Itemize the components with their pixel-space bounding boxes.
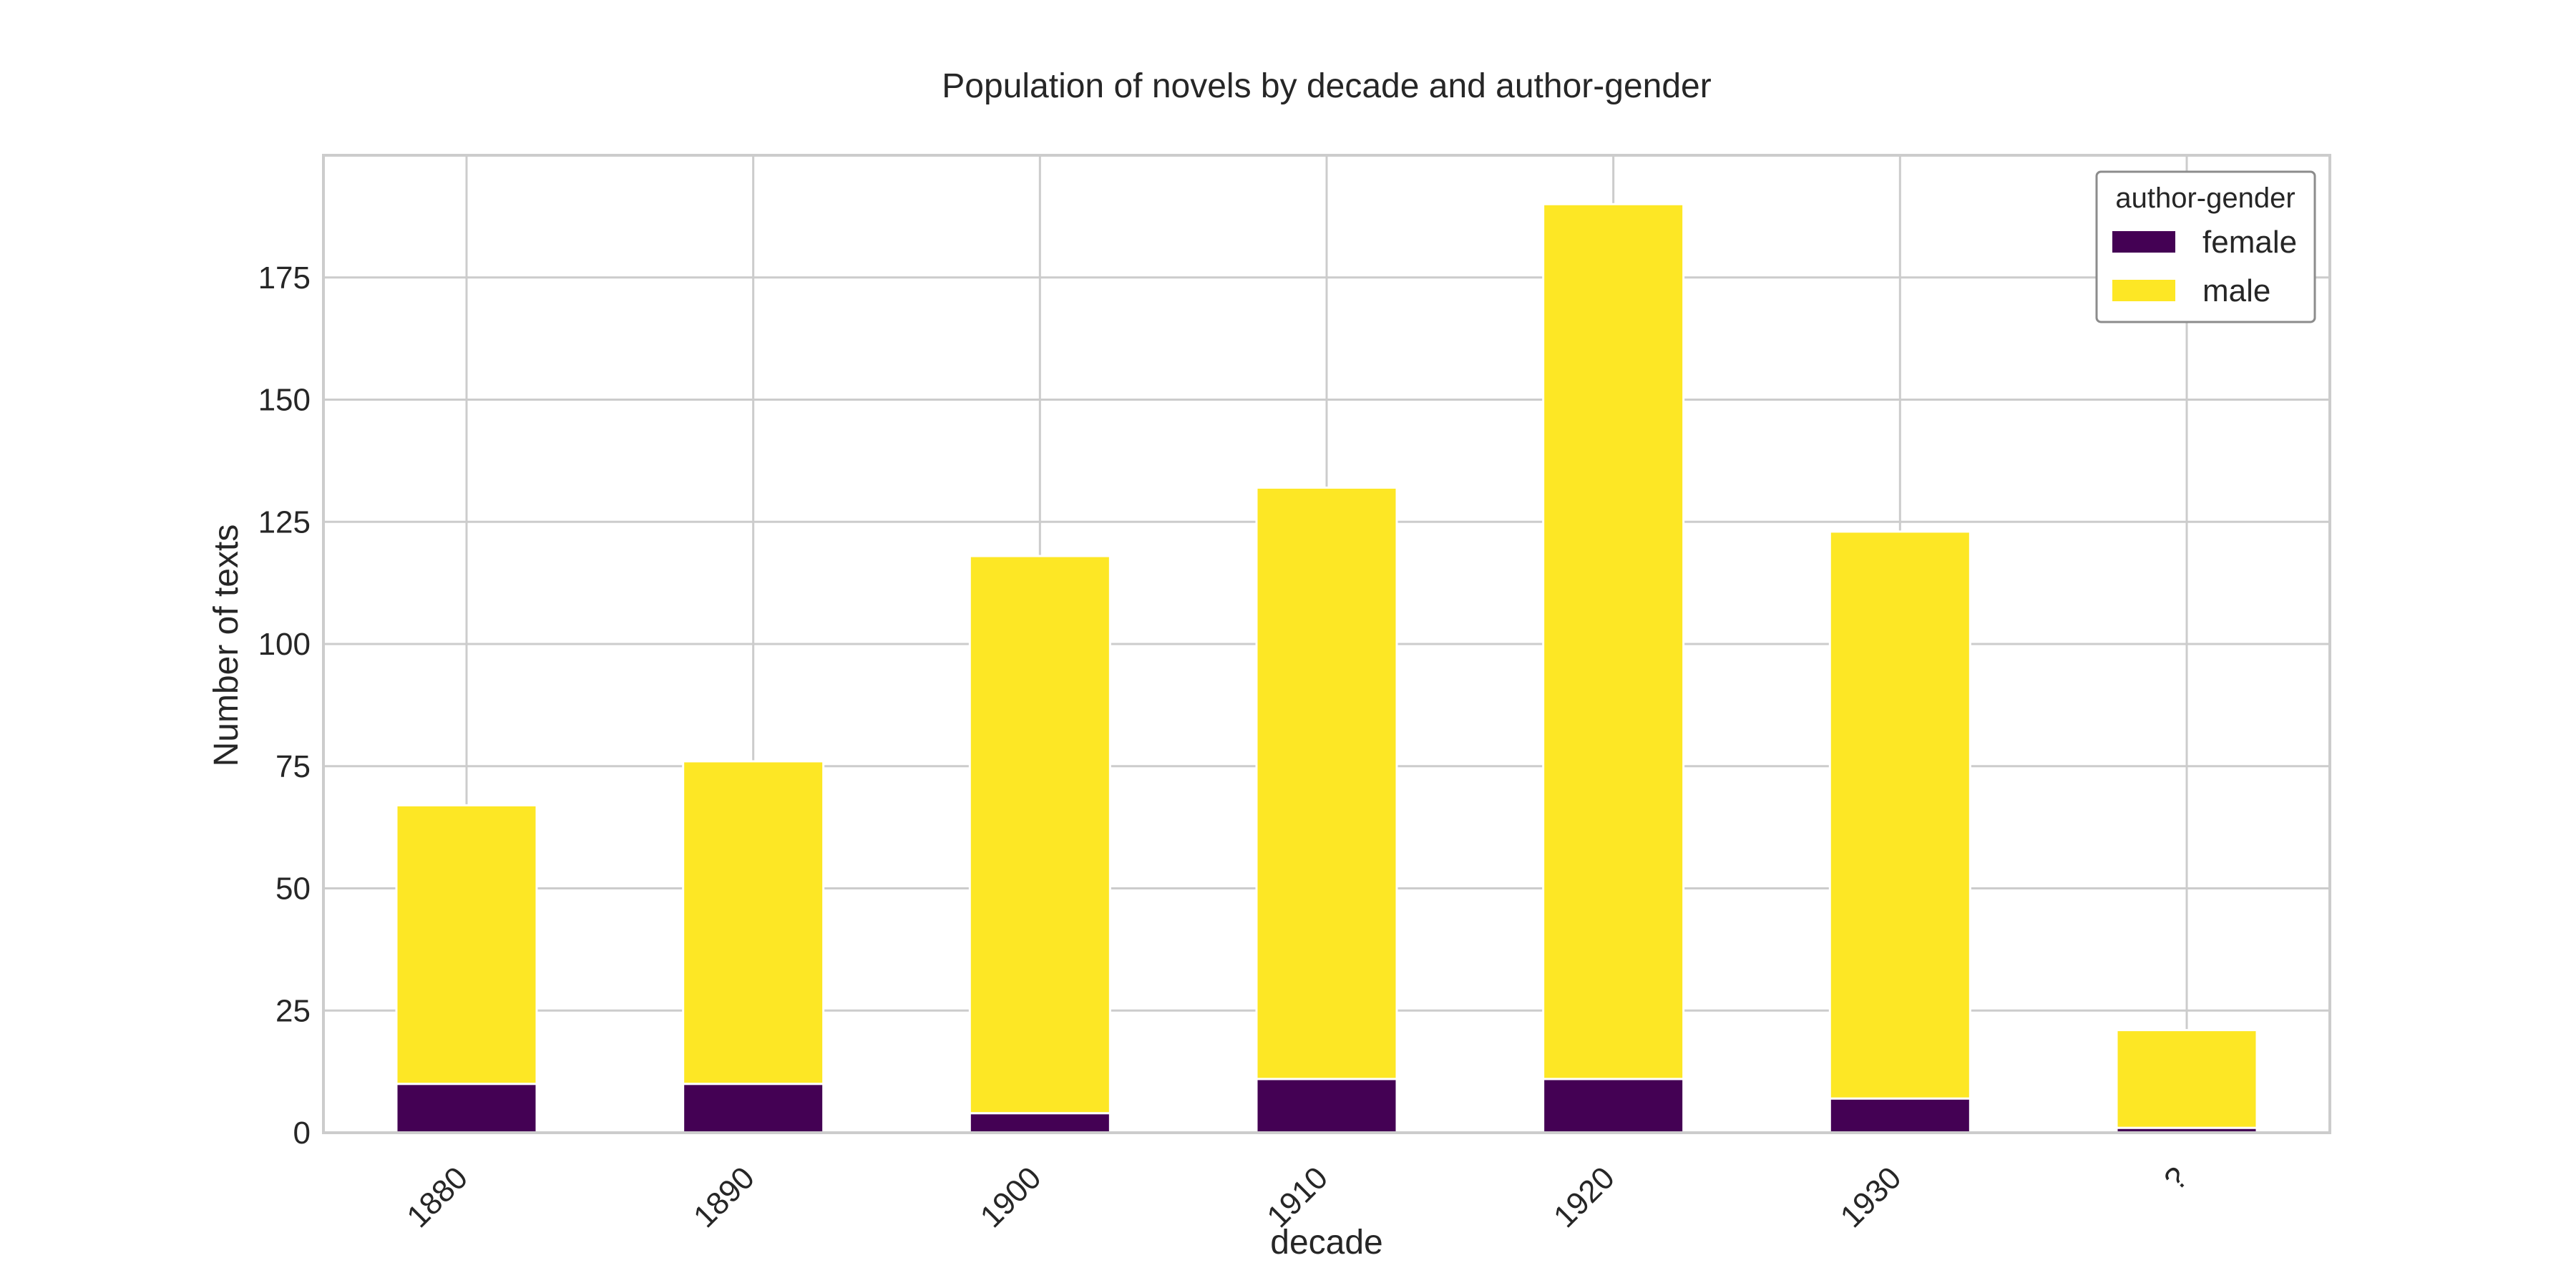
- bar-male-1900: [968, 555, 1111, 1115]
- legend-swatch-male: [2112, 280, 2175, 301]
- x-axis-title: decade: [1270, 1224, 1382, 1262]
- legend-label-female: female: [2202, 225, 2297, 260]
- bar-male-1920: [1542, 203, 1685, 1080]
- x-tick-label: 1930: [1834, 1160, 1908, 1234]
- legend-items: female male: [2112, 225, 2297, 308]
- legend-title: author-gender: [2115, 182, 2295, 214]
- y-tick-label: 125: [258, 504, 311, 540]
- legend-swatch-female: [2112, 231, 2175, 253]
- bar-female-1880: [395, 1083, 538, 1134]
- bars-layer: [395, 203, 2258, 1134]
- y-tick-label: 0: [293, 1116, 311, 1151]
- y-tick-label: 25: [275, 993, 311, 1028]
- legend: author-gender female male: [2095, 170, 2316, 323]
- x-tick-label: 1900: [974, 1160, 1048, 1234]
- x-tick-label: 1880: [400, 1160, 474, 1234]
- chart-title: Population of novels by decade and autho…: [942, 67, 1711, 105]
- bar-female-1920: [1542, 1078, 1685, 1134]
- y-tick-label: 175: [258, 260, 311, 296]
- x-tick-label: ?: [2157, 1160, 2195, 1197]
- y-tick-label: 50: [275, 872, 311, 907]
- bar-female-1910: [1255, 1078, 1398, 1134]
- y-axis-title: Number of texts: [208, 525, 245, 767]
- bar-male-1880: [395, 804, 538, 1085]
- bar-male-1890: [682, 760, 825, 1085]
- y-tick-label: 100: [258, 627, 311, 662]
- y-tick-label: 150: [258, 383, 311, 418]
- plot-frame: [322, 154, 2331, 1134]
- legend-label-male: male: [2202, 273, 2270, 308]
- bar-male-?: [2115, 1029, 2258, 1129]
- bar-female-1890: [682, 1083, 825, 1134]
- y-tick-label: 75: [275, 749, 311, 784]
- bar-female-1900: [968, 1112, 1111, 1134]
- x-tick-label: 1890: [687, 1160, 761, 1234]
- bar-male-1930: [1828, 530, 1971, 1100]
- bar-female-1930: [1828, 1097, 1971, 1134]
- bar-male-1910: [1255, 486, 1398, 1080]
- x-tick-label: 1920: [1547, 1160, 1621, 1234]
